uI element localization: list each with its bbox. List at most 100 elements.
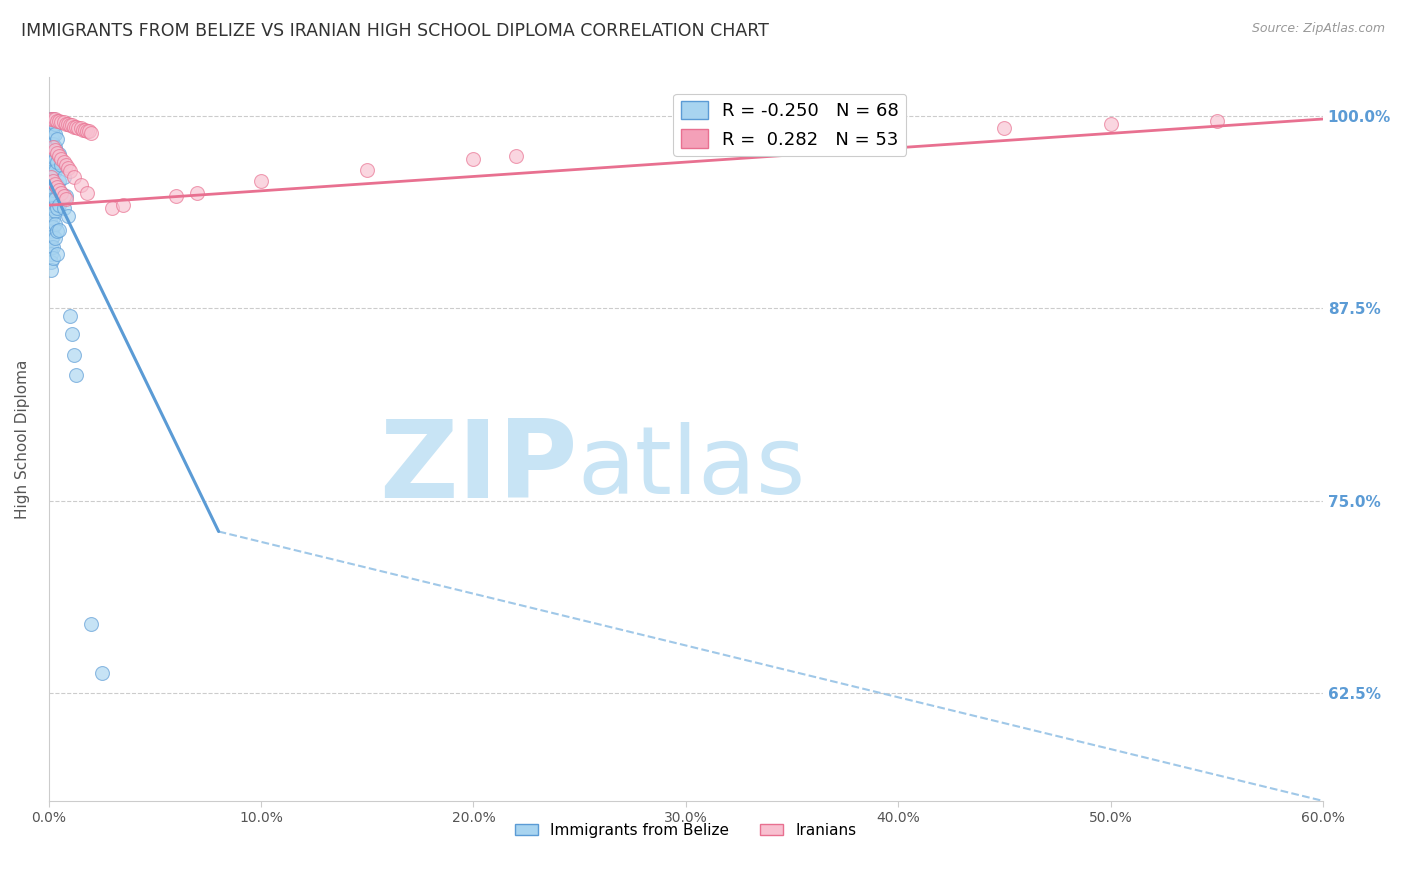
Point <box>69 178 91 193</box>
Point <box>42 173 65 187</box>
Point <box>48 149 70 163</box>
Point <box>717 132 740 146</box>
Point <box>42 183 65 197</box>
Point <box>48 147 70 161</box>
Point <box>69 121 91 136</box>
Point <box>59 309 82 323</box>
Point <box>90 666 112 681</box>
Point <box>51 186 73 200</box>
Point <box>56 209 79 223</box>
Point <box>44 230 66 244</box>
Point <box>42 155 65 169</box>
Point <box>44 143 66 157</box>
Point <box>39 128 62 143</box>
Point <box>60 118 83 132</box>
Point <box>39 201 62 215</box>
Point <box>56 161 79 176</box>
Point <box>42 112 65 126</box>
Point <box>39 263 62 277</box>
Text: atlas: atlas <box>578 422 806 514</box>
Point <box>46 155 69 169</box>
Point <box>1205 113 1227 128</box>
Point <box>52 170 75 185</box>
Point <box>39 112 62 126</box>
Point <box>55 158 77 172</box>
Point <box>51 115 73 129</box>
Point <box>42 240 65 254</box>
Point <box>44 139 66 153</box>
Point <box>112 198 135 212</box>
Point <box>356 162 378 177</box>
Point <box>55 189 77 203</box>
Point <box>39 120 62 134</box>
Point <box>46 201 69 215</box>
Point <box>39 217 62 231</box>
Point <box>52 115 75 129</box>
Point <box>42 219 65 234</box>
Point <box>48 183 70 197</box>
Point <box>39 155 62 169</box>
Point <box>101 201 124 215</box>
Point <box>65 120 87 134</box>
Point <box>44 164 66 178</box>
Point <box>42 229 65 244</box>
Point <box>46 132 69 146</box>
Point <box>59 164 82 178</box>
Point <box>42 112 65 126</box>
Point <box>42 139 65 153</box>
Point <box>186 186 208 200</box>
Point <box>63 170 86 185</box>
Point <box>77 124 100 138</box>
Point <box>63 347 86 361</box>
Point <box>76 186 98 200</box>
Point <box>46 247 69 261</box>
Point <box>39 224 62 238</box>
Point <box>72 122 94 136</box>
Point <box>44 178 66 193</box>
Point <box>55 117 77 131</box>
Point <box>39 145 62 160</box>
Point <box>44 112 66 126</box>
Point <box>55 192 77 206</box>
Point <box>46 179 69 194</box>
Point <box>42 164 65 178</box>
Point <box>39 136 62 151</box>
Point <box>165 189 187 203</box>
Point <box>44 177 66 191</box>
Text: Source: ZipAtlas.com: Source: ZipAtlas.com <box>1251 22 1385 36</box>
Point <box>39 209 62 223</box>
Point <box>42 251 65 265</box>
Text: ZIP: ZIP <box>380 415 578 521</box>
Point <box>505 149 527 163</box>
Point <box>39 178 62 193</box>
Point <box>39 247 62 261</box>
Point <box>51 158 73 172</box>
Point <box>44 217 66 231</box>
Point <box>42 173 65 187</box>
Point <box>46 178 69 193</box>
Point <box>993 121 1015 136</box>
Point <box>73 122 96 136</box>
Text: IMMIGRANTS FROM BELIZE VS IRANIAN HIGH SCHOOL DIPLOMA CORRELATION CHART: IMMIGRANTS FROM BELIZE VS IRANIAN HIGH S… <box>21 22 769 40</box>
Point <box>44 204 66 219</box>
Point <box>39 255 62 269</box>
Point <box>44 192 66 206</box>
Point <box>48 113 70 128</box>
Point <box>56 117 79 131</box>
Point <box>67 121 90 136</box>
Point <box>48 173 70 187</box>
Point <box>44 117 66 131</box>
Point <box>76 124 98 138</box>
Point <box>80 126 103 140</box>
Point <box>39 162 62 177</box>
Point <box>52 189 75 203</box>
Point <box>80 616 103 631</box>
Point <box>39 232 62 246</box>
Point <box>59 118 82 132</box>
Point <box>42 128 65 142</box>
Point <box>60 327 83 342</box>
Point <box>39 170 62 185</box>
Point <box>63 120 86 134</box>
Legend: Immigrants from Belize, Iranians: Immigrants from Belize, Iranians <box>509 817 862 844</box>
Point <box>42 201 65 215</box>
